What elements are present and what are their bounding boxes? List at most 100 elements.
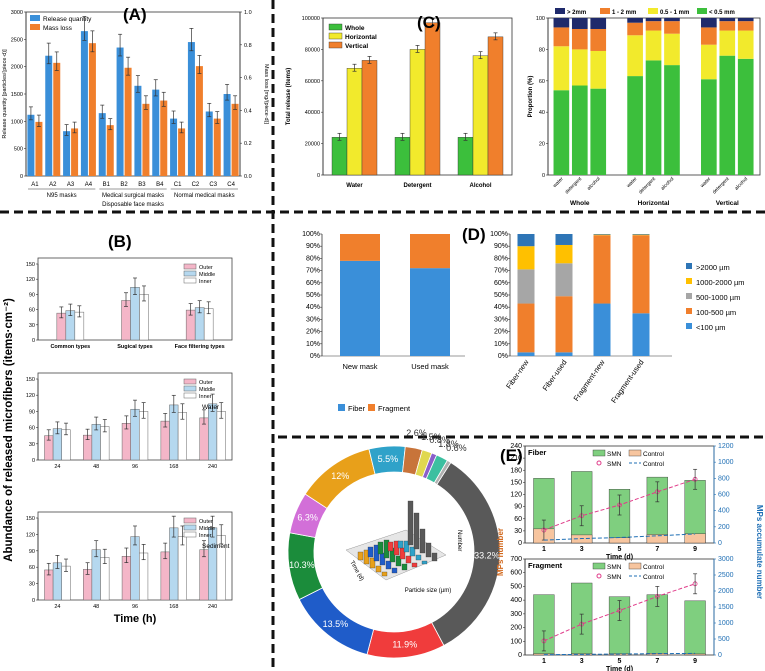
group-label: Horizontal (638, 200, 670, 207)
panel-labels: (A) (B) (C) (D) (E) (108, 5, 523, 465)
d2-tick-label: 40% (494, 304, 508, 311)
stack-0 (590, 88, 607, 175)
e-E2-tick-label: 0 (518, 652, 522, 659)
stack-3 (553, 18, 570, 28)
c2-tick-label: 0 (542, 173, 545, 179)
bar-release (170, 118, 178, 176)
c1-tick-label: 20000 (305, 142, 320, 148)
slice-label: 6.3% (297, 512, 318, 522)
legend-label: Control (643, 574, 665, 581)
stack-2 (719, 21, 736, 31)
x-axis-label: Time (d) (606, 554, 633, 561)
bar-mass-loss (53, 62, 61, 177)
stack-1 (553, 46, 570, 91)
bar-vertical (424, 22, 441, 176)
legend-label: SMN (607, 451, 622, 458)
b-B1-tick-label: 0 (32, 338, 35, 344)
panel-label-c: (C) (417, 13, 441, 32)
stack-0 (627, 76, 643, 175)
bar-whole (331, 137, 348, 176)
d2-tick-label: 90% (494, 243, 508, 250)
inset-bar (421, 560, 428, 565)
stack-fiber (340, 260, 380, 356)
e2-E2-tick-label: 2500 (718, 572, 734, 579)
legend-swatch (183, 270, 197, 277)
d2-tick-label: 20% (494, 329, 508, 336)
y-axis-label: MPs number (496, 528, 505, 576)
inset-bar (397, 540, 404, 549)
legend-label: > 2mm (567, 10, 586, 16)
b-B1-tick-label: 150 (26, 262, 35, 268)
stack-1 (645, 30, 662, 61)
legend-swatch (686, 263, 692, 269)
group-label: Whole (570, 200, 590, 207)
legend-label: 500-1000 µm (696, 293, 740, 302)
category-label: 24 (54, 464, 60, 470)
bar-inner (177, 412, 187, 461)
e2-E1-tick-label: 800 (718, 475, 730, 482)
legend-label-release: Release quantity (43, 16, 92, 23)
inset-bar (407, 500, 414, 546)
legend-swatch-fiber (338, 404, 345, 411)
bar-mass-loss (142, 103, 150, 176)
y-axis-label: Proportion (%) (528, 76, 534, 118)
d1-tick-label: 80% (306, 255, 320, 262)
inset-bar (387, 541, 394, 552)
panel-label-b: (B) (108, 232, 132, 251)
category-label: 9 (693, 658, 697, 665)
legend-label: 1 - 2 mm (612, 10, 636, 16)
stack-4 (593, 234, 611, 235)
bar-horizontal (409, 49, 426, 176)
stack-0 (664, 65, 680, 175)
category-label: 3 (580, 546, 584, 553)
e-E1-tick-label: 180 (510, 467, 522, 474)
panel-a: 0 500 1000 1500 2000 2500 3000 0.0 0.2 0.4 0.6 0.8 1… (2, 10, 269, 208)
d1-tick-label: 90% (306, 243, 320, 250)
inset-bar (403, 540, 410, 553)
category-label: B3 (138, 182, 146, 188)
stack-3 (571, 18, 588, 29)
a-left-tick-label: 2000 (11, 65, 23, 71)
b-B2-tick-label: 0 (32, 458, 35, 464)
stack-4 (517, 234, 535, 247)
slice-label: 1.8% (438, 439, 459, 449)
legend-swatch (328, 32, 343, 40)
legend-swatch (686, 323, 692, 329)
category-label: C4 (227, 182, 235, 188)
line-control-accumulate (543, 652, 696, 656)
stack-0 (632, 313, 650, 356)
d1-tick-label: 60% (306, 280, 320, 287)
d1-tick-label: 70% (306, 268, 320, 275)
stack-3 (627, 18, 643, 23)
category-label: 24 (54, 604, 60, 610)
stack-2 (590, 28, 607, 51)
d1-tick-label: 30% (306, 316, 320, 323)
d1-tick-label: 10% (306, 341, 320, 348)
inset-bar (415, 554, 422, 561)
bar-release (98, 113, 106, 176)
legend-swatch (592, 449, 606, 457)
slice-label: 0.8% (429, 435, 450, 445)
legend-swatch (183, 277, 197, 284)
b-B3-tick-label: 0 (32, 598, 35, 604)
slice-label: 5.5% (378, 454, 399, 464)
legend-label: SMN (607, 574, 622, 581)
d2-tick-label: 70% (494, 268, 508, 275)
d2-tick-label: 60% (494, 280, 508, 287)
bar-release (63, 131, 71, 176)
b-B1-tick-label: 120 (26, 277, 35, 283)
b-B2-tick-label: 90 (29, 409, 35, 415)
bar-control (684, 533, 706, 544)
category-label: 168 (169, 604, 178, 610)
panel-d: 0% 10% 20% 30% 40% 50% 60% 70% 80% 90% 100% New mas… (302, 231, 744, 413)
bar-control (646, 534, 668, 544)
y-axis-label: Abundance of released microfibers (items… (3, 298, 15, 562)
category-label: 168 (169, 464, 178, 470)
inset-bar (377, 541, 384, 555)
stack-2 (701, 27, 717, 45)
bar-release (223, 94, 231, 176)
c2-tick-label: 40 (539, 110, 545, 116)
d2-tick-label: 50% (494, 292, 508, 299)
category-label: A2 (49, 182, 57, 188)
bar-mass-loss (178, 128, 186, 176)
